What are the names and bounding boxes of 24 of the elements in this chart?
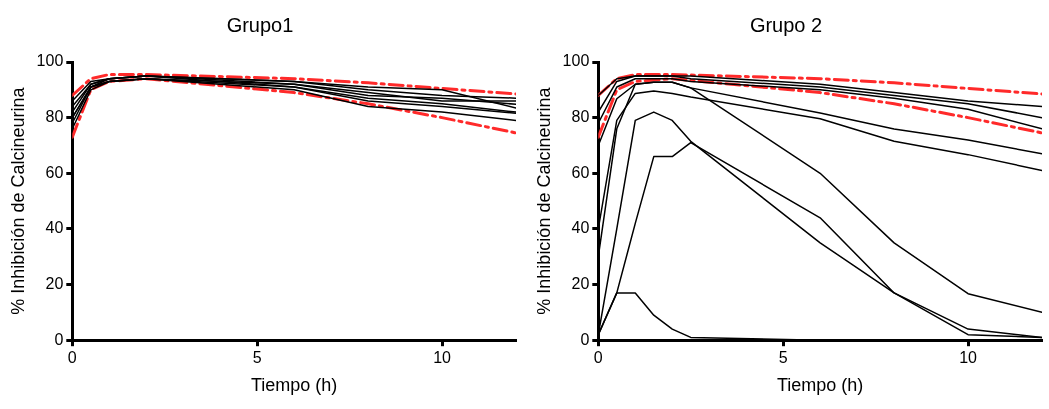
x-tick-label: 5 xyxy=(778,349,788,367)
x-tick-label: 5 xyxy=(252,349,262,367)
x-axis-title: Tiempo (h) xyxy=(776,375,864,396)
y-tick-label: 40 xyxy=(45,219,64,237)
y-tick-label: 40 xyxy=(571,219,590,237)
y-tick-label: 0 xyxy=(54,330,64,348)
chart-title: Grupo1 xyxy=(226,13,294,36)
x-tick-label: 0 xyxy=(67,349,77,367)
y-axis-title: % Inhibición de Calcineurina xyxy=(533,86,554,315)
x-tick-label: 0 xyxy=(593,349,603,367)
y-tick-label: 60 xyxy=(45,163,64,181)
x-tick-label: 10 xyxy=(959,349,978,367)
y-tick-label: 60 xyxy=(571,163,590,181)
y-tick-label: 80 xyxy=(571,108,590,126)
chart-title: Grupo 2 xyxy=(749,13,823,36)
y-tick-label: 100 xyxy=(562,52,590,70)
y-tick-label: 20 xyxy=(571,274,590,292)
y-tick-label: 100 xyxy=(36,52,64,70)
y-tick-label: 80 xyxy=(45,108,64,126)
y-tick-label: 0 xyxy=(580,330,590,348)
x-tick-label: 10 xyxy=(433,349,452,367)
x-axis-title: Tiempo (h) xyxy=(250,375,338,396)
y-tick-label: 20 xyxy=(45,274,64,292)
y-axis-title: % Inhibición de Calcineurina xyxy=(7,86,28,315)
